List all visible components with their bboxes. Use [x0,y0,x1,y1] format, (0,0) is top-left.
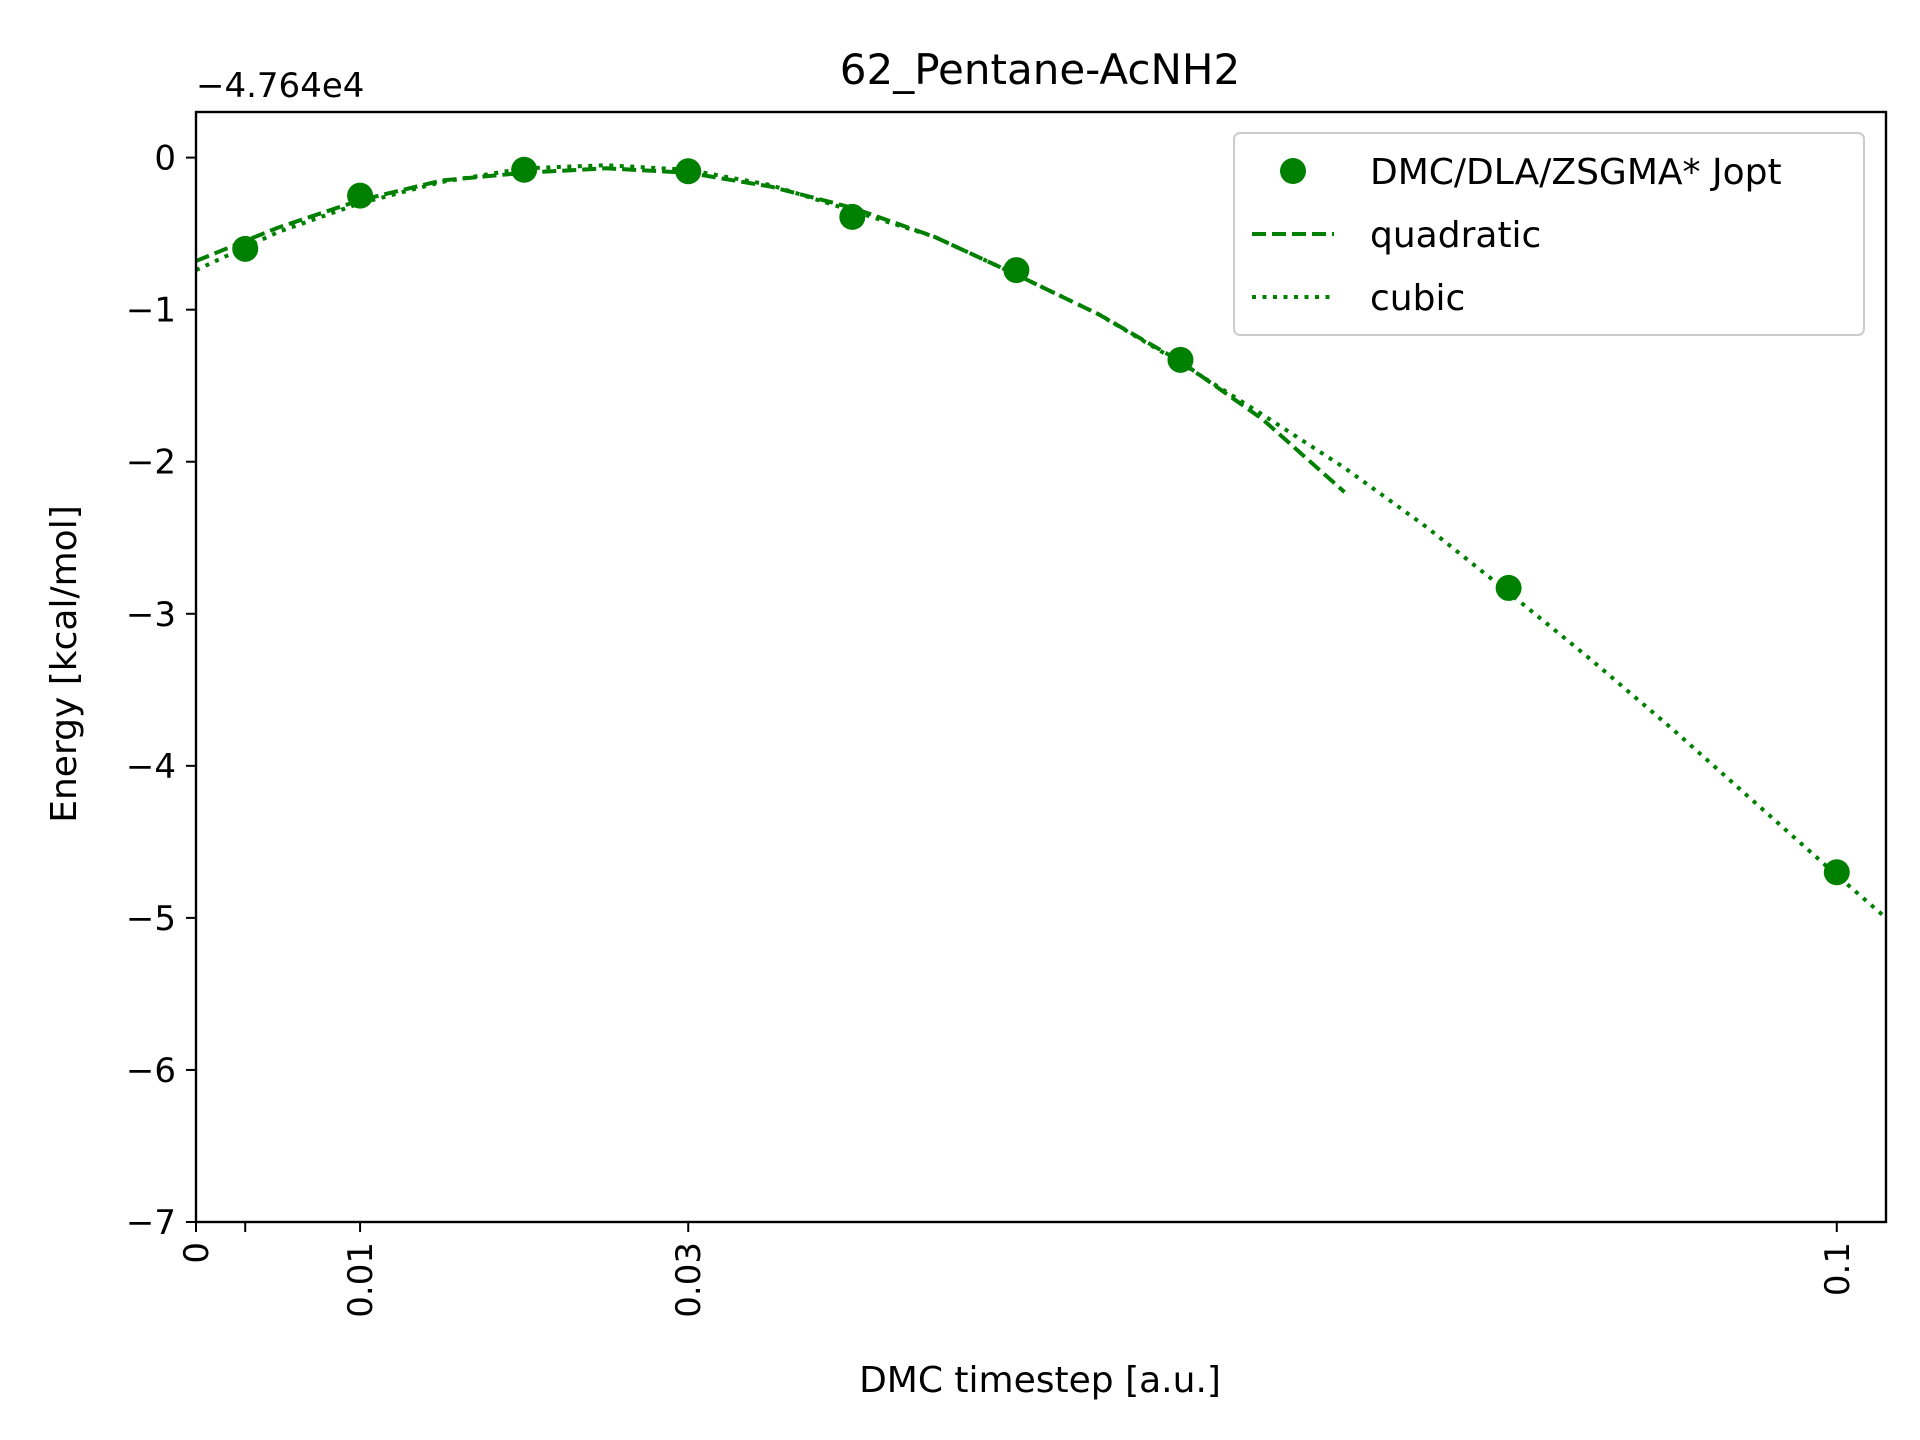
y-tick-label: −1 [126,291,176,331]
y-tick-label: −6 [126,1051,176,1091]
y-axis-offset-text: −4.764e4 [196,66,364,106]
legend-box [1233,132,1865,336]
data-point [1167,346,1194,373]
y-tick-label: −3 [126,595,176,635]
data-point [1823,859,1850,886]
axes-frame [194,110,1888,1224]
y-tick-label: −7 [126,1203,176,1243]
legend-label: cubic [1370,278,1465,319]
data-point [511,156,538,183]
legend-label: quadratic [1370,215,1541,256]
y-tick-label: −5 [126,899,176,939]
x-tick-label: 0.01 [341,1242,381,1318]
data-point [1003,257,1030,284]
data-point [839,203,866,230]
y-axis-label: Energy [kcal/mol] [44,505,85,823]
legend-marker [1280,158,1306,184]
y-tick-label: −2 [126,443,176,483]
legend-label: DMC/DLA/ZSGMA* Jopt [1370,152,1782,193]
data-point [347,182,374,209]
x-tick-label: 0.03 [669,1242,709,1318]
plot-area: 0−1−2−3−4−5−6−70 0.01 0.03 0.1 [126,110,1888,1318]
chart-title: 62_Pentane-AcNH2 [840,45,1240,94]
x-axis-label: DMC timestep [a.u.] [859,1360,1221,1401]
fit-lines [196,163,1886,920]
y-tick-label: −4 [126,747,176,787]
data-point [675,158,702,185]
data-point [232,235,259,262]
legend: DMC/DLA/ZSGMA* Jopt quadratic cubic [1233,132,1865,336]
y-tick-label: 0 [154,139,176,179]
x-tick-label: 0 [177,1242,217,1264]
data-point [1495,574,1522,601]
x-tick-label: 0.1 [1818,1242,1858,1296]
